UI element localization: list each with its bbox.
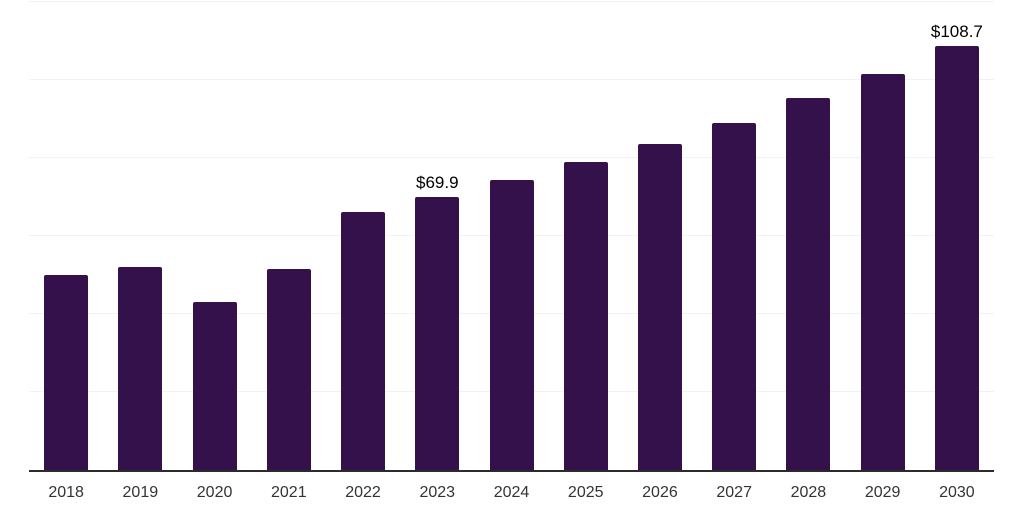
bar-value-label-2023: $69.9 [415,173,459,193]
bar-2027 [712,122,757,470]
x-tick-label-2028: 2028 [790,484,827,501]
x-tick-label-2022: 2022 [345,484,381,501]
gridline [29,1,994,2]
gridline [29,79,994,80]
x-tick-label-2027: 2027 [716,484,752,501]
bar-2019 [118,267,163,470]
bar-2021 [266,269,311,470]
bar-2024 [489,180,534,470]
x-tick-label-2024: 2024 [493,484,530,501]
bar-2028 [786,98,831,470]
bar-2022 [341,212,386,470]
bar-2029 [860,73,905,470]
x-tick-label-2026: 2026 [642,484,678,501]
x-tick-label-2021: 2021 [271,484,307,501]
bar-2026 [637,143,682,470]
bar-2030 [934,46,979,470]
bar-2025 [563,162,608,470]
gridline [29,157,994,158]
x-tick-label-2020: 2020 [196,484,233,501]
x-axis-line [29,470,994,472]
bar-value-label-2030: $108.7 [930,22,983,42]
bar-2018 [44,275,89,470]
x-tick-label-2018: 2018 [48,484,84,501]
bar-2020 [192,301,237,470]
x-tick-label-2029: 2029 [864,484,901,501]
x-tick-label-2019: 2019 [122,484,159,501]
x-tick-label-2025: 2025 [567,484,604,501]
x-tick-label-2030: 2030 [939,484,975,501]
x-tick-label-2023: 2023 [419,484,456,501]
bar-2023 [415,197,460,470]
